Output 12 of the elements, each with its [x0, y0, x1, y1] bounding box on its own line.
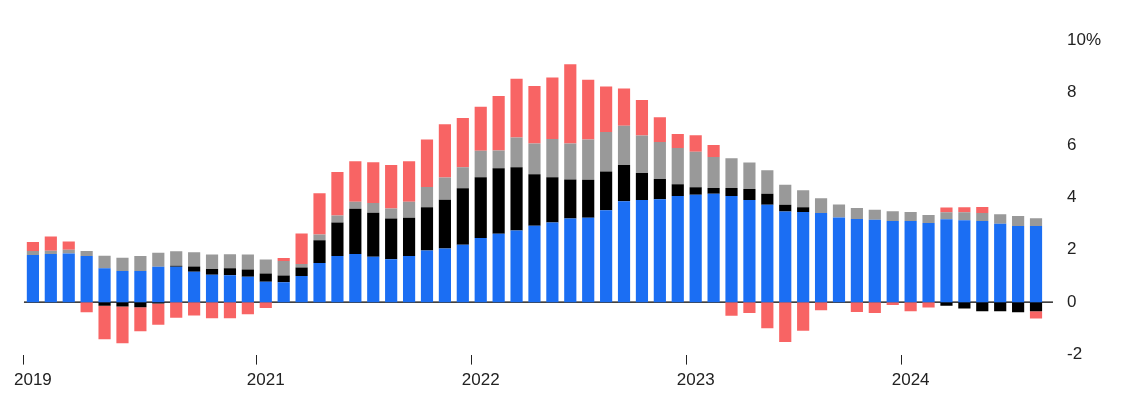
- x-tick-label: 2022: [461, 370, 500, 390]
- x-tick-label: 2021: [246, 370, 285, 390]
- y-tick-label: 6: [1066, 134, 1077, 154]
- y-tick-label: 0: [1066, 291, 1077, 311]
- x-tick-label: 2019: [14, 370, 52, 390]
- y-tick-label: 8: [1066, 82, 1077, 102]
- x-tick-label: 2024: [891, 370, 930, 390]
- y-tick-label: 10%: [1066, 29, 1102, 49]
- x-tick-label: 2023: [676, 370, 715, 390]
- y-tick-label: -2: [1066, 344, 1083, 364]
- y-tick-label: 4: [1066, 187, 1077, 207]
- y-tick-label: 2: [1066, 239, 1077, 259]
